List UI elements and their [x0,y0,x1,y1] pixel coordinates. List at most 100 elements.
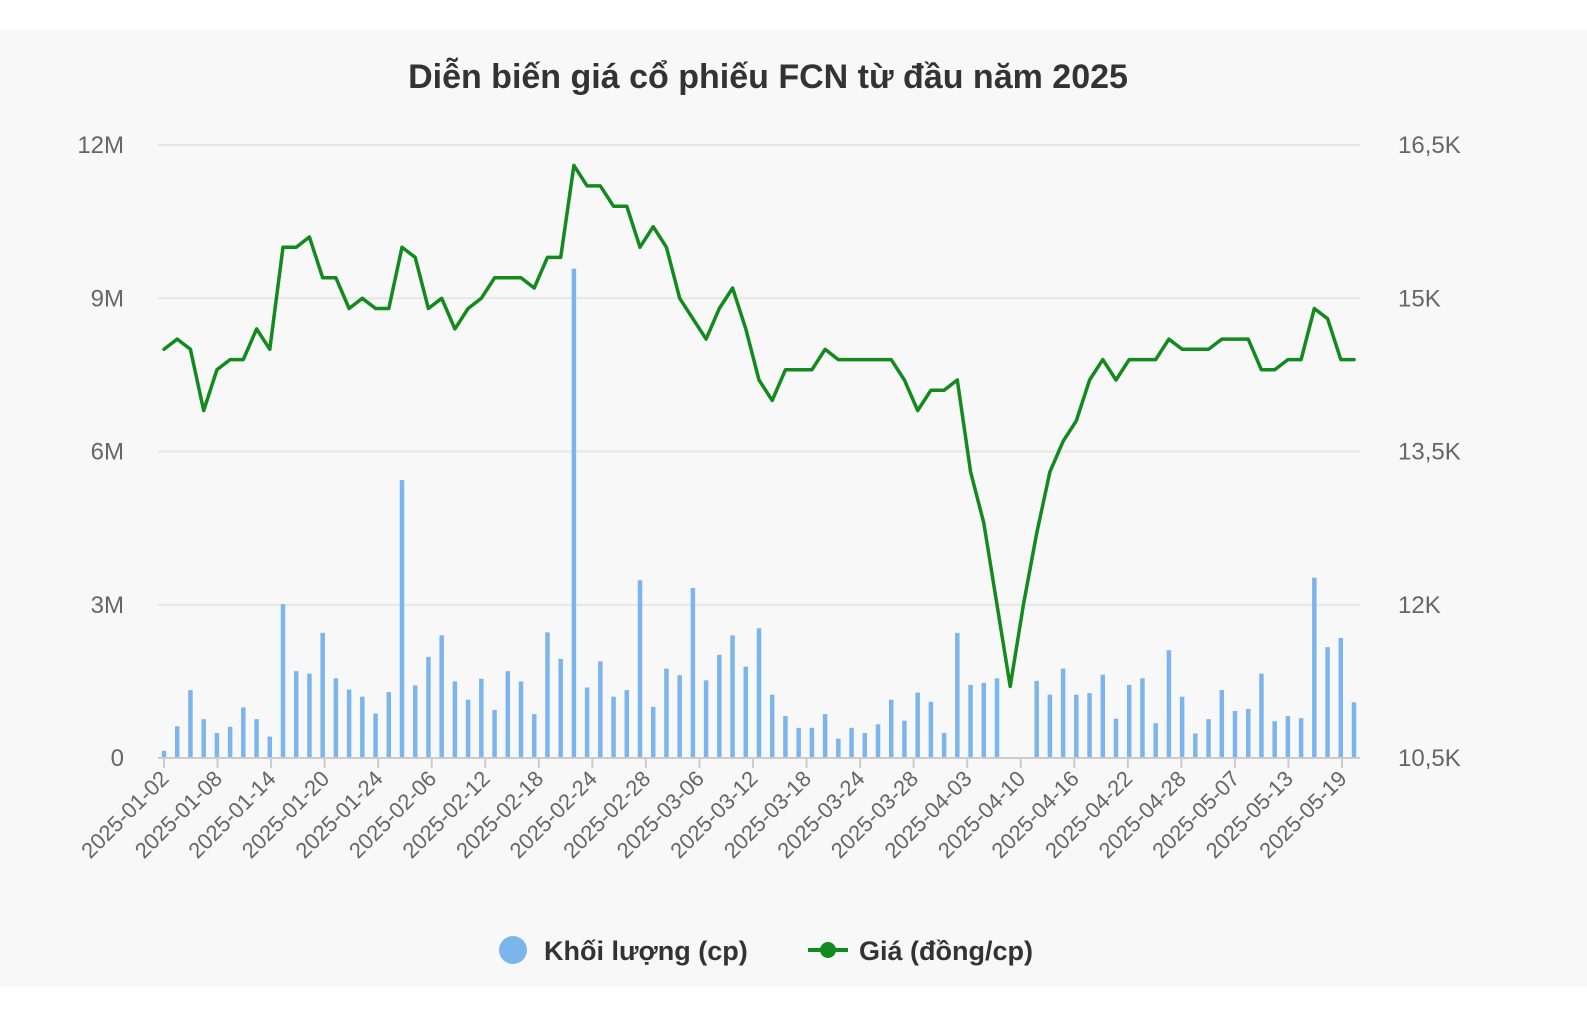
volume-bar[interactable] [373,713,378,758]
volume-bar[interactable] [822,714,828,758]
volume-bar[interactable] [677,675,682,758]
volume-bar[interactable] [769,694,775,758]
volume-bar[interactable] [161,750,167,758]
volume-bar[interactable] [227,726,233,758]
right-tick-label: 13,5K [1398,439,1461,466]
volume-bars [161,268,1357,758]
volume-bar[interactable] [386,692,392,758]
volume-bar[interactable] [518,681,524,758]
volume-bar[interactable] [254,719,259,758]
volume-bar[interactable] [1338,637,1344,758]
volume-bar[interactable] [1140,678,1145,758]
volume-bar[interactable] [1074,694,1079,758]
volume-bar[interactable] [1206,719,1211,758]
volume-bar[interactable] [531,714,537,758]
legend-volume-marker[interactable] [499,936,527,964]
volume-bar[interactable] [1312,577,1317,758]
volume-bar[interactable] [875,724,881,758]
volume-bar[interactable] [849,727,854,758]
volume-bar[interactable] [280,604,286,758]
volume-bar[interactable] [624,690,630,758]
volume-bar[interactable] [981,682,987,758]
left-tick-label: 6M [91,439,124,466]
legend-price-label[interactable]: Giá (đồng/cp) [859,936,1033,966]
volume-bar[interactable] [664,668,669,758]
volume-bar[interactable] [862,732,868,758]
legend-price-marker[interactable] [820,942,836,958]
volume-bar[interactable] [796,727,801,758]
price-line[interactable] [162,163,1356,689]
volume-bar[interactable] [439,635,444,758]
volume-bar[interactable] [941,732,947,758]
volume-bar[interactable] [1100,674,1106,758]
volume-bar[interactable] [1034,680,1039,758]
volume-bar[interactable] [1126,684,1132,758]
volume-bar[interactable] [809,727,815,758]
volume-bar[interactable] [1047,694,1053,758]
volume-bar[interactable] [320,632,325,758]
volume-bar[interactable] [1285,716,1291,758]
volume-bar[interactable] [465,699,471,758]
volume-bar[interactable] [293,671,299,758]
legend-volume-label[interactable]: Khối lượng (cp) [544,936,748,966]
volume-bar[interactable] [650,706,656,758]
volume-bar[interactable] [1245,708,1251,758]
volume-bar[interactable] [201,719,206,758]
volume-bar[interactable] [412,685,418,758]
volume-bar[interactable] [545,632,550,758]
volume-bar[interactable] [241,707,246,758]
volume-bar[interactable] [1219,690,1225,758]
volume-bar[interactable] [1060,668,1066,758]
volume-bar[interactable] [426,656,431,758]
volume-bar[interactable] [1113,718,1119,758]
volume-bar[interactable] [1298,718,1304,758]
volume-bar[interactable] [888,699,894,758]
volume-bar[interactable] [994,678,1000,758]
volume-bar[interactable] [360,696,365,758]
volume-bar[interactable] [955,632,960,758]
volume-bar[interactable] [188,690,193,758]
volume-bar[interactable] [1259,673,1264,758]
volume-bar[interactable] [505,671,511,758]
volume-bar[interactable] [558,658,563,758]
volume-bar[interactable] [915,692,920,758]
volume-bar[interactable] [399,480,405,758]
volume-bar[interactable] [214,732,220,758]
volume-bar[interactable] [968,684,973,758]
volume-bar[interactable] [1232,711,1238,758]
volume-bar[interactable] [690,587,696,758]
volume-bar[interactable] [611,696,616,758]
volume-bar[interactable] [836,738,841,758]
volume-bar[interactable] [1153,723,1158,758]
volume-bar[interactable] [1272,721,1277,758]
volume-bar[interactable] [743,666,749,758]
right-tick-label: 15K [1398,285,1441,312]
volume-bar[interactable] [333,678,339,758]
volume-bar[interactable] [730,635,735,758]
volume-bar[interactable] [1166,650,1172,758]
volume-bar[interactable] [1179,696,1185,758]
volume-bar[interactable] [1351,702,1357,758]
volume-bar[interactable] [717,654,722,758]
volume-bar[interactable] [267,736,273,758]
volume-bar[interactable] [756,628,762,758]
volume-bar[interactable] [783,716,788,758]
left-axis-volume: 0 3M 6M 9M 12M [77,132,124,772]
volume-bar[interactable] [902,720,907,758]
volume-bar[interactable] [598,661,603,758]
volume-bar[interactable] [174,726,180,758]
volume-bar[interactable] [703,680,709,758]
volume-bar[interactable] [452,681,458,758]
volume-bar[interactable] [584,687,590,758]
volume-bar[interactable] [1325,647,1330,758]
legend[interactable]: Khối lượng (cp) Giá (đồng/cp) [499,936,1033,966]
volume-bar[interactable] [492,709,497,758]
volume-bar[interactable] [637,580,643,758]
volume-bar[interactable] [479,678,484,758]
volume-bar[interactable] [928,701,934,758]
volume-bar[interactable] [346,689,352,758]
volume-bar[interactable] [571,268,577,758]
volume-bar[interactable] [307,673,312,758]
volume-bar[interactable] [1193,733,1198,758]
volume-bar[interactable] [1087,693,1092,758]
